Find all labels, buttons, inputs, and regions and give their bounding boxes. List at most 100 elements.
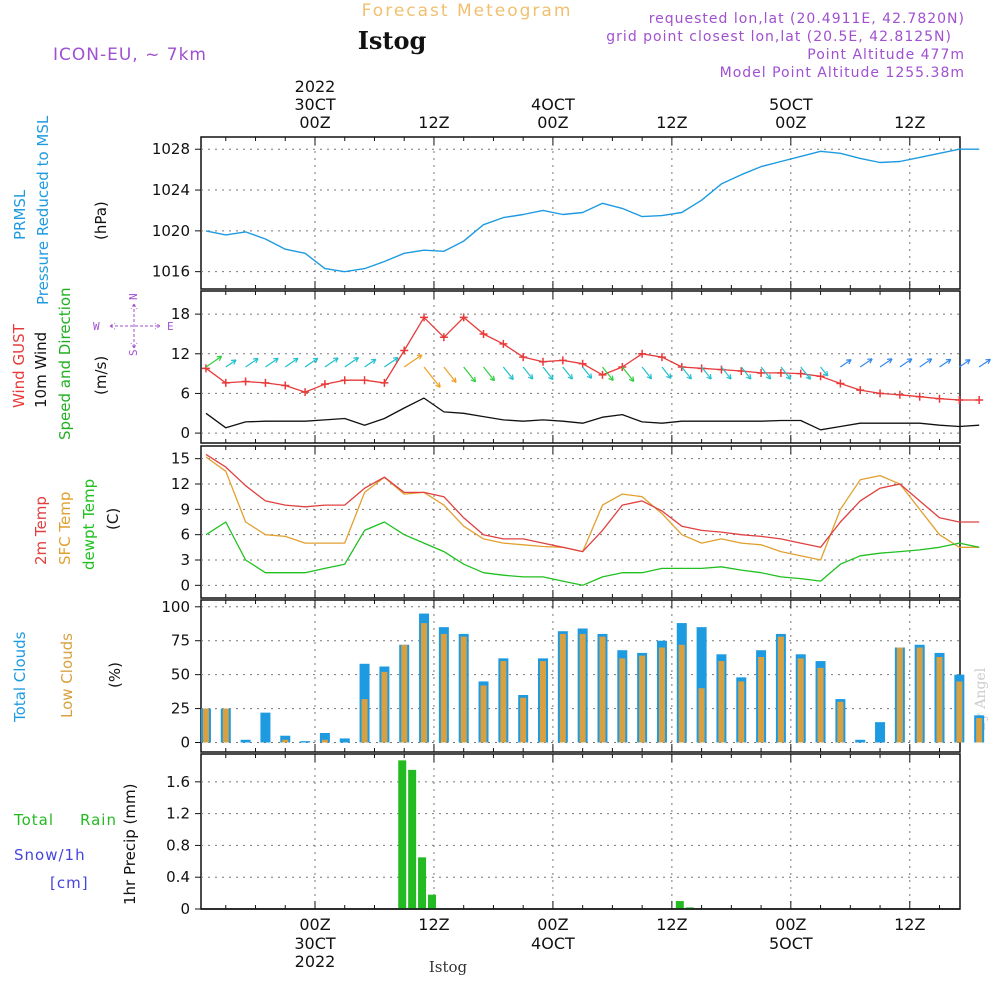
- gust-marker: [241, 377, 250, 386]
- cloud-bar-low: [797, 658, 804, 743]
- bottom-axis-hour: 00Z: [537, 915, 568, 934]
- top-axis-hour: 12Z: [418, 113, 449, 132]
- wind-arrow-head: [867, 358, 873, 364]
- gust-marker: [657, 353, 666, 362]
- requested-coords: requested lon,lat (20.4911E, 42.7820N): [649, 11, 965, 27]
- cloud-bar-total: [855, 739, 866, 743]
- wind-arrow-head: [586, 373, 593, 379]
- y-tick-label: 6: [180, 384, 190, 402]
- bottom-axis-hour: 00Z: [299, 915, 330, 934]
- wind-arrow-head: [906, 358, 913, 364]
- wind-direction-arrow: [265, 357, 279, 368]
- compass-w: W: [93, 320, 100, 333]
- gridpoint-coords: grid point closest lon,lat (20.5E, 42.81…: [606, 29, 952, 45]
- y-tick-label: 100: [161, 598, 190, 616]
- rain-label-2: Rain: [80, 811, 117, 829]
- wind-arrow-head: [886, 358, 893, 364]
- gust-marker: [836, 379, 845, 388]
- cloud-bar-total: [280, 735, 291, 743]
- wind-direction-arrow: [978, 358, 991, 368]
- cloud-bar-total: [696, 627, 707, 743]
- cloud-bar-low: [540, 661, 546, 743]
- cloud-bar-low: [777, 636, 784, 743]
- wind-arrow-head: [965, 359, 971, 365]
- wind-direction-arrow: [919, 358, 933, 368]
- t2m-label: 2m Temp: [32, 496, 50, 565]
- wind-direction-arrow: [225, 359, 237, 368]
- series-line-dewpoint: [205, 521, 980, 586]
- wind-arrow-head: [706, 374, 712, 380]
- gust-marker: [439, 333, 448, 342]
- y-tick-label: 18: [171, 305, 190, 323]
- wind-arrow-head: [416, 354, 423, 360]
- wind-labels: Wind GUST 10m Wind Speed and Direction (…: [10, 287, 174, 440]
- wind-direction-arrow: [384, 357, 399, 368]
- wind-arrow-head: [548, 374, 554, 381]
- cloud-bar-low: [579, 633, 586, 743]
- precip-bar: [675, 901, 684, 909]
- compass-n: N: [127, 293, 140, 300]
- gust-marker: [697, 364, 706, 373]
- gust-marker: [320, 380, 329, 389]
- bottom-axis-hour: 00Z: [775, 915, 806, 934]
- wind-arrow-head: [646, 373, 653, 380]
- wind-unit: (m/s): [92, 356, 110, 395]
- wind-direction-arrow: [483, 366, 495, 382]
- watermark: by Angel: [973, 667, 989, 730]
- wind-direction-arrow: [582, 366, 593, 379]
- cloud-bar-low: [440, 633, 447, 743]
- wind-direction-arrow: [740, 366, 752, 380]
- panel-2: 0 3 6 9 12 15: [171, 445, 961, 599]
- gust-marker: [578, 359, 587, 368]
- bottom-axis-hour: 12Z: [894, 915, 925, 934]
- precip-unit: 1hr Precip (mm): [121, 784, 139, 905]
- gust-marker: [757, 368, 766, 377]
- cloud-bar-low: [401, 644, 408, 743]
- wind-direction-arrow: [681, 366, 692, 380]
- y-tick-label: 12: [171, 345, 190, 363]
- cloud-bar-total: [339, 738, 350, 743]
- wind-arrow-head: [435, 382, 441, 388]
- wind-direction-arrow: [959, 359, 971, 368]
- cloud-bar-low: [718, 661, 725, 743]
- cloud-bar-low: [916, 647, 923, 743]
- series-line-wind: [205, 397, 980, 431]
- wind-speed-dir-label: Speed and Direction: [56, 287, 74, 440]
- gust-marker: [261, 378, 270, 387]
- wind-arrow-head: [253, 357, 259, 364]
- cloud-bar-low: [460, 636, 467, 743]
- pressure-labels: PRMSL Pressure Reduced to MSL (hPa): [11, 115, 110, 305]
- top-axis-hour: 12Z: [894, 113, 925, 132]
- wind-arrow-head: [846, 359, 852, 365]
- cloud-bar-total: [875, 722, 886, 743]
- gust-marker: [816, 372, 825, 381]
- low-cloud-label: Low Clouds: [58, 633, 76, 718]
- y-tick-label: 0.4: [166, 868, 190, 886]
- cloud-bar-low: [619, 658, 626, 743]
- snow-unit-label: [cm]: [50, 874, 89, 892]
- temp-unit: (C): [104, 508, 122, 530]
- wind-arrow-head: [765, 374, 772, 380]
- wind-arrow-head: [333, 357, 339, 363]
- wind-arrow-head: [822, 370, 829, 377]
- gust-marker: [281, 381, 290, 390]
- y-tick-label: 1016: [152, 263, 190, 281]
- wind-direction-arrow: [879, 358, 893, 368]
- dew-label: dewpt Temp: [80, 479, 98, 570]
- bottom-axis-hour: 12Z: [656, 915, 687, 934]
- precip-bar: [408, 769, 417, 909]
- gust-marker: [598, 370, 607, 379]
- gust-marker: [400, 346, 409, 355]
- top-axis-day: 5OCT: [769, 95, 813, 114]
- wind-direction-arrow: [602, 366, 614, 381]
- precip-labels: Total Rain Snow/1h [cm] 1hr Precip (mm): [13, 784, 139, 905]
- bottom-axis-day: 5OCT: [769, 934, 813, 953]
- wind-arrow-head: [745, 374, 752, 380]
- cloud-bar-low: [639, 655, 646, 743]
- wind-direction-arrow: [542, 366, 554, 380]
- wind-direction-arrow: [364, 358, 377, 368]
- wind-arrow-head: [726, 374, 732, 380]
- wind-arrow-head: [489, 375, 495, 382]
- wind-direction-arrow: [840, 359, 852, 368]
